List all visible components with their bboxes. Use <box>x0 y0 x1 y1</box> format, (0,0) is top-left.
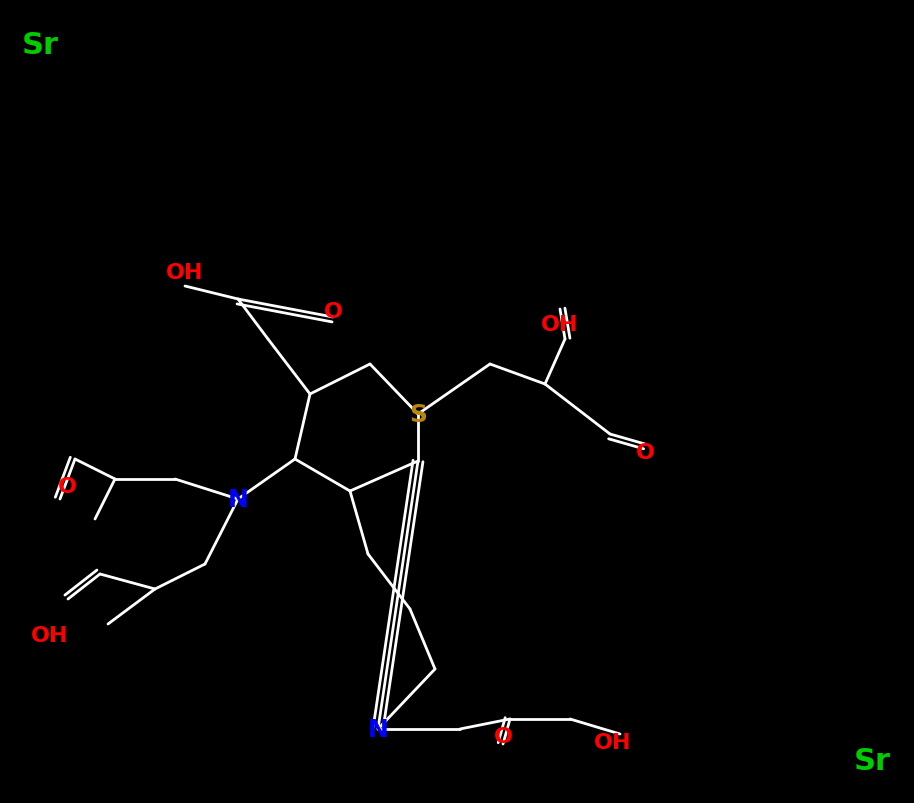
Text: OH: OH <box>541 315 579 335</box>
Text: O: O <box>635 442 654 463</box>
Text: N: N <box>228 487 249 512</box>
Text: S: S <box>409 402 427 426</box>
Text: OH: OH <box>31 626 69 645</box>
Text: Sr: Sr <box>854 747 890 776</box>
Text: O: O <box>494 726 513 746</box>
Text: OH: OH <box>166 263 204 283</box>
Text: OH: OH <box>594 732 632 752</box>
Text: O: O <box>324 302 343 321</box>
Text: Sr: Sr <box>22 31 58 59</box>
Text: N: N <box>367 717 388 741</box>
Text: O: O <box>58 476 77 496</box>
